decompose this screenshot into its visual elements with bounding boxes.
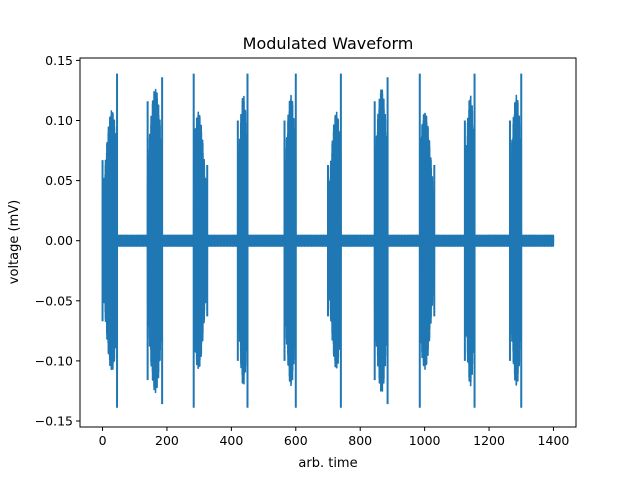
x-tick-label: 1000 bbox=[409, 433, 441, 448]
y-tick-label: −0.05 bbox=[35, 293, 73, 308]
x-tick-label: 1400 bbox=[538, 433, 570, 448]
x-tick-label: 1200 bbox=[473, 433, 505, 448]
x-tick-label: 0 bbox=[99, 433, 107, 448]
plot-frame bbox=[79, 57, 577, 428]
x-axis: 0 200 400 600 800 1000 1200 1400 bbox=[99, 427, 570, 448]
y-tick-label: 0.10 bbox=[45, 113, 73, 128]
y-tick-label: 0.00 bbox=[45, 233, 73, 248]
x-tick-label: 200 bbox=[155, 433, 179, 448]
chart-title: Modulated Waveform bbox=[243, 34, 414, 53]
y-tick-label: −0.15 bbox=[35, 413, 73, 428]
x-tick-label: 400 bbox=[219, 433, 243, 448]
x-tick-label: 800 bbox=[348, 433, 372, 448]
x-axis-label: arb. time bbox=[298, 456, 357, 471]
y-tick-label: −0.10 bbox=[35, 353, 73, 368]
y-axis-label: voltage (mV) bbox=[7, 200, 22, 284]
y-tick-label: 0.05 bbox=[45, 173, 73, 188]
x-tick-label: 600 bbox=[284, 433, 308, 448]
plot-area bbox=[101, 73, 555, 408]
y-tick-label: 0.15 bbox=[45, 53, 73, 68]
y-axis: −0.15 −0.10 −0.05 0.00 0.05 0.10 0.15 bbox=[35, 53, 80, 428]
